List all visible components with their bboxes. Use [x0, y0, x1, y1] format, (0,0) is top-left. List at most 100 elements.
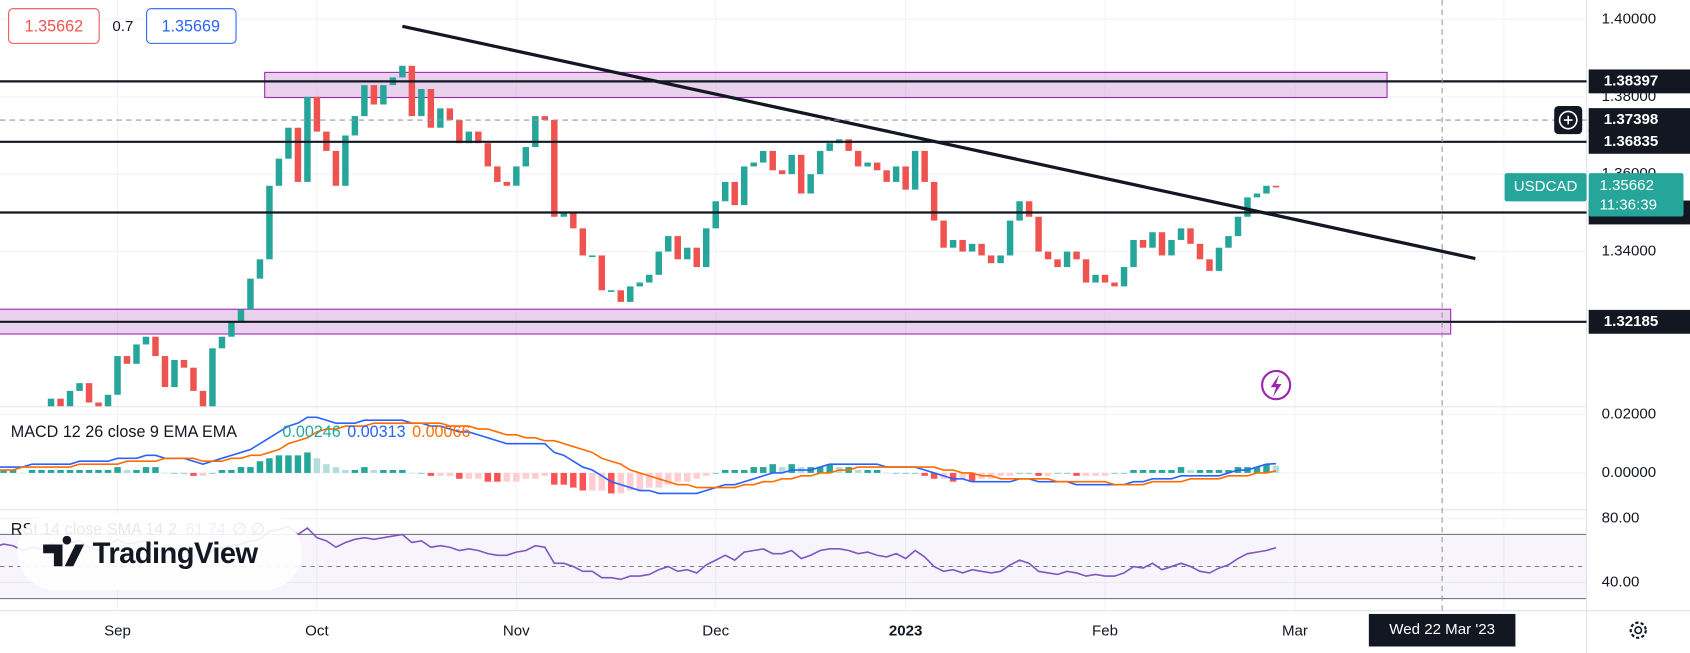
candle	[152, 336, 159, 357]
macd-histogram-bar	[380, 470, 387, 473]
macd-histogram-bar	[1082, 472, 1090, 476]
candle	[1111, 282, 1118, 287]
macd-histogram-bar	[579, 472, 587, 491]
macd-histogram-bar	[864, 470, 871, 473]
candle	[85, 383, 93, 403]
candle	[1044, 251, 1052, 260]
candle	[845, 139, 852, 151]
macd-histogram-bar	[427, 472, 435, 476]
candle	[513, 166, 520, 186]
macd-histogram-bar	[1225, 470, 1232, 473]
macd-histogram-bar	[418, 472, 425, 474]
gear[interactable]	[1629, 621, 1647, 639]
macd-histogram-bar	[750, 467, 757, 473]
candle	[930, 181, 938, 221]
candle	[1035, 216, 1042, 252]
bid-box[interactable]	[8, 8, 100, 44]
macd-readout: 0.00246	[282, 423, 340, 441]
candle	[1253, 193, 1261, 198]
macd-histogram-bar	[1006, 472, 1014, 476]
macd-histogram-bar	[826, 464, 833, 473]
macd-histogram-bar	[304, 452, 311, 473]
macd-histogram-bar	[1073, 472, 1080, 476]
macd-histogram-bar	[256, 461, 264, 473]
macd-histogram-bar	[465, 472, 473, 479]
candle	[1073, 251, 1080, 260]
candle	[892, 166, 900, 182]
macd-histogram-bar	[911, 472, 919, 474]
macd-histogram-bar	[684, 472, 691, 482]
candle	[161, 356, 169, 388]
candle	[275, 158, 283, 186]
candle	[788, 154, 795, 175]
macd-histogram-bar	[702, 472, 710, 476]
crosshair-plus-sign	[1563, 115, 1573, 125]
macd-histogram-bar	[541, 472, 549, 476]
macd-histogram-bar	[237, 467, 245, 473]
ask-box[interactable]	[146, 8, 237, 44]
candle	[142, 336, 150, 345]
candle	[589, 255, 596, 258]
candle	[873, 162, 881, 171]
crosshair-plus[interactable]	[1558, 110, 1578, 130]
candle	[1177, 228, 1185, 240]
candle	[1225, 236, 1232, 248]
candle	[740, 166, 748, 206]
candle	[674, 236, 681, 260]
macd-histogram-bar	[142, 467, 150, 473]
candle	[446, 108, 454, 120]
lightning-icon[interactable]	[1261, 369, 1292, 401]
candle	[180, 359, 188, 368]
candle	[598, 255, 606, 291]
candle	[209, 348, 216, 407]
macd-histogram-bar	[968, 472, 976, 482]
candle	[778, 170, 786, 175]
candle	[1092, 274, 1099, 283]
macd-readout: 0.00313	[347, 423, 405, 441]
candle	[1244, 197, 1251, 217]
macd-histogram-bar	[9, 470, 17, 473]
macd-histogram-bar	[370, 470, 378, 473]
macd-histogram-bar	[854, 470, 862, 473]
watermark-text: TradingView	[93, 538, 259, 570]
candle	[123, 356, 131, 364]
candle	[560, 212, 568, 217]
macd-histogram-bar	[1092, 472, 1099, 476]
settings-icon[interactable]	[1629, 621, 1647, 639]
macd-histogram-bar	[930, 472, 938, 479]
candle	[465, 131, 473, 144]
y-tick-label: 1.34000	[1602, 243, 1657, 260]
macd-histogram-bar	[1168, 470, 1175, 473]
candle	[636, 282, 643, 287]
macd-histogram-bar	[1253, 467, 1261, 473]
trendline	[402, 24, 1476, 261]
candle	[731, 181, 738, 206]
macd-histogram-bar	[693, 472, 700, 479]
macd-histogram-bar	[399, 470, 406, 473]
y-tick-label: 80.00	[1602, 509, 1640, 526]
macd-histogram-bar	[997, 472, 1004, 476]
candle	[1272, 185, 1280, 188]
macd-histogram-bar	[873, 470, 881, 473]
macd-histogram-bar	[47, 470, 55, 473]
candle	[1187, 228, 1194, 244]
candle	[475, 131, 482, 144]
macd-histogram-bar	[503, 472, 511, 482]
gear-hub	[1634, 626, 1643, 635]
macd-histogram-bar	[1187, 470, 1194, 473]
macd-histogram-bar	[199, 472, 207, 476]
candle	[921, 150, 928, 182]
candle	[826, 143, 833, 151]
candle	[1063, 251, 1071, 268]
candle	[978, 243, 985, 256]
axes: 1.400001.380001.360001.340000.020000.000…	[104, 10, 1690, 639]
macd-histogram-bar	[247, 467, 254, 473]
macd-histogram-bar	[759, 467, 767, 473]
macd-histogram-bar	[323, 464, 330, 473]
macd-histogram-bar	[218, 470, 226, 473]
candle	[247, 278, 254, 310]
candle	[237, 309, 245, 322]
candle	[883, 170, 890, 182]
candle	[114, 356, 121, 395]
y-tick-label: 1.40000	[1602, 10, 1657, 27]
